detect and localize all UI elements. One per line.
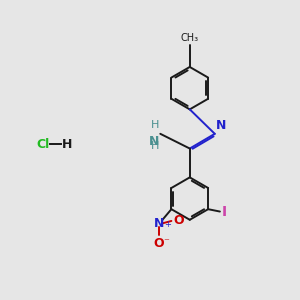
Text: O: O [154, 237, 164, 250]
Text: I: I [222, 205, 227, 218]
Text: H: H [151, 141, 159, 151]
Text: O: O [174, 214, 184, 227]
Text: N: N [216, 119, 226, 132]
Text: H: H [62, 138, 73, 151]
Text: ⁻: ⁻ [164, 237, 169, 248]
Text: +: + [164, 220, 171, 230]
Text: CH₃: CH₃ [181, 33, 199, 43]
Text: H: H [151, 120, 159, 130]
Text: N: N [148, 135, 159, 148]
Text: N: N [154, 217, 164, 230]
Text: Cl: Cl [36, 138, 49, 151]
